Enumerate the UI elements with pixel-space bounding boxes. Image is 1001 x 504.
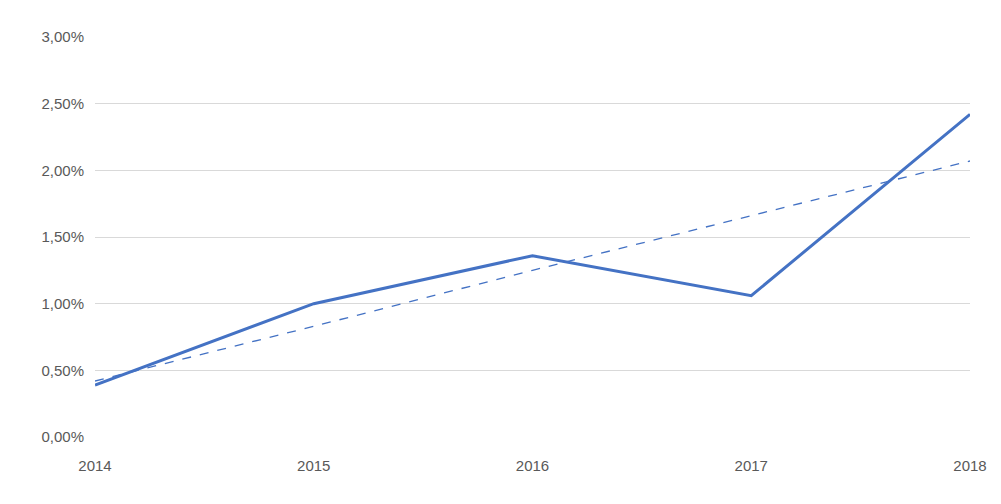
svg-text:3,00%: 3,00%	[41, 28, 84, 45]
svg-text:2017: 2017	[735, 457, 768, 474]
svg-text:2,50%: 2,50%	[41, 95, 84, 112]
svg-text:1,00%: 1,00%	[41, 295, 84, 312]
svg-text:1,50%: 1,50%	[41, 228, 84, 245]
svg-text:2015: 2015	[297, 457, 330, 474]
svg-text:2014: 2014	[78, 457, 111, 474]
svg-text:2016: 2016	[516, 457, 549, 474]
svg-text:0,00%: 0,00%	[41, 428, 84, 445]
svg-text:2018: 2018	[953, 457, 986, 474]
svg-text:0,50%: 0,50%	[41, 362, 84, 379]
svg-text:2,00%: 2,00%	[41, 162, 84, 179]
